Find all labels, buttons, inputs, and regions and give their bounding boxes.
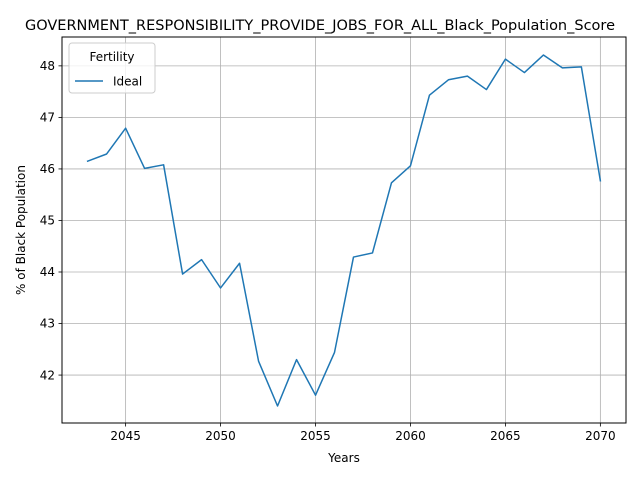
- y-tick-label: 44: [40, 265, 55, 279]
- y-tick-label: 46: [40, 162, 55, 176]
- grid: [62, 37, 626, 423]
- y-tick-label: 42: [40, 368, 55, 382]
- x-tick-label: 2060: [395, 429, 426, 443]
- y-tick-label: 45: [40, 214, 55, 228]
- chart-title: GOVERNMENT_RESPONSIBILITY_PROVIDE_JOBS_F…: [25, 18, 615, 34]
- x-tick-label: 2045: [110, 429, 141, 443]
- series-line-ideal: [86, 54, 602, 407]
- plot-frame: [61, 36, 627, 424]
- legend: Fertility Ideal: [68, 42, 156, 94]
- legend-title: Fertility: [89, 50, 134, 64]
- y-tick-label: 43: [40, 317, 55, 331]
- x-tick-label: 2070: [585, 429, 616, 443]
- y-tick-label: 48: [40, 59, 55, 73]
- x-tick-label: 2055: [300, 429, 331, 443]
- y-axis-label: % of Black Population: [14, 165, 28, 295]
- x-axis-label: Years: [327, 451, 360, 465]
- x-tick-label: 2050: [205, 429, 236, 443]
- series-lines: [86, 54, 602, 407]
- legend-entry-ideal: Ideal: [113, 75, 142, 89]
- axis-ticks: 2045 2050 2055 2060 2065 2070 42 43 44 45 46 47 48: [40, 59, 616, 443]
- x-tick-label: 2065: [490, 429, 521, 443]
- y-tick-label: 47: [40, 111, 55, 125]
